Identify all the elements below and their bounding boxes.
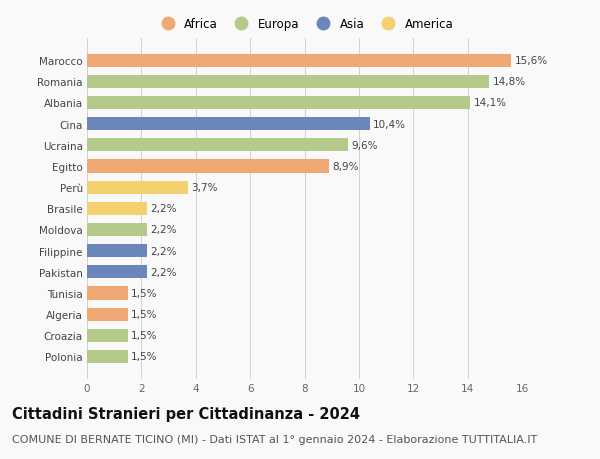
Bar [87, 202, 147, 215]
Text: 1,5%: 1,5% [131, 330, 158, 341]
Text: 9,6%: 9,6% [351, 140, 378, 151]
Text: COMUNE DI BERNATE TICINO (MI) - Dati ISTAT al 1° gennaio 2024 - Elaborazione TUT: COMUNE DI BERNATE TICINO (MI) - Dati IST… [12, 434, 537, 444]
Bar [87, 224, 147, 236]
Text: 15,6%: 15,6% [514, 56, 548, 66]
Bar [87, 160, 329, 173]
Text: 10,4%: 10,4% [373, 119, 406, 129]
Text: 14,1%: 14,1% [473, 98, 507, 108]
Bar [87, 118, 370, 131]
Text: 1,5%: 1,5% [131, 352, 158, 362]
Bar [87, 266, 147, 279]
Text: 2,2%: 2,2% [150, 204, 176, 214]
Text: 2,2%: 2,2% [150, 267, 176, 277]
Bar [87, 350, 128, 363]
Bar [87, 55, 511, 67]
Bar [87, 97, 470, 110]
Bar [87, 329, 128, 342]
Text: 1,5%: 1,5% [131, 288, 158, 298]
Bar [87, 181, 188, 194]
Text: 14,8%: 14,8% [493, 77, 526, 87]
Legend: Africa, Europa, Asia, America: Africa, Europa, Asia, America [154, 16, 455, 34]
Text: 8,9%: 8,9% [332, 162, 359, 172]
Text: 3,7%: 3,7% [191, 183, 217, 193]
Text: 2,2%: 2,2% [150, 246, 176, 256]
Text: 2,2%: 2,2% [150, 225, 176, 235]
Bar [87, 76, 490, 89]
Text: 1,5%: 1,5% [131, 309, 158, 319]
Bar [87, 308, 128, 321]
Bar [87, 245, 147, 257]
Bar [87, 139, 348, 152]
Bar [87, 287, 128, 300]
Text: Cittadini Stranieri per Cittadinanza - 2024: Cittadini Stranieri per Cittadinanza - 2… [12, 406, 360, 421]
